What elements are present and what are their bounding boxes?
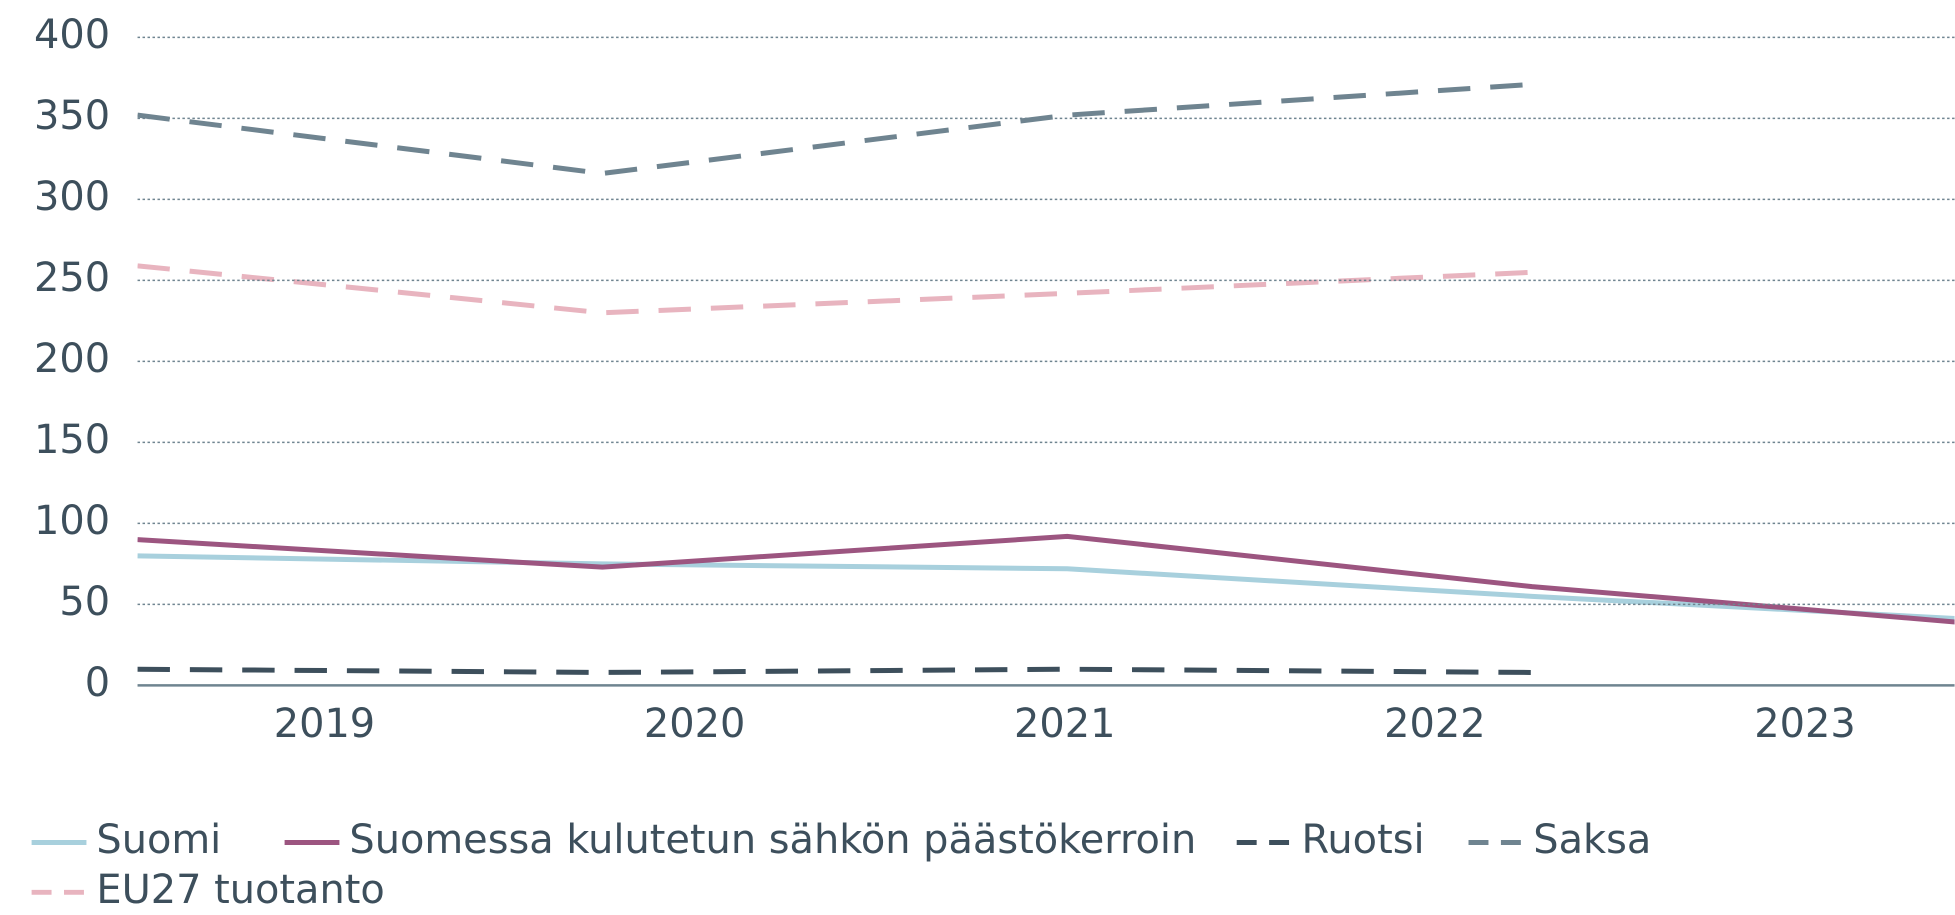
y-tick-label: 350	[34, 93, 110, 139]
x-tick-label: 2020	[644, 701, 745, 747]
y-tick-label: 50	[59, 579, 110, 625]
y-tick-label: 400	[34, 12, 110, 58]
series-line	[137, 666, 1533, 675]
y-tick-label: 150	[34, 417, 110, 463]
y-tick-label: 0	[85, 660, 110, 706]
legend-label: EU27 tuotanto	[96, 867, 384, 911]
series-line	[137, 263, 1533, 316]
series-line	[137, 81, 1533, 176]
y-tick-label: 300	[34, 174, 110, 220]
y-tick-label: 100	[34, 498, 110, 544]
x-tick-label: 2019	[274, 701, 375, 747]
legend-label: Suomessa kulutetun sähkön päästökerroin	[349, 817, 1196, 863]
legend-label: Ruotsi	[1302, 817, 1425, 863]
x-tick-label: 2021	[1014, 701, 1115, 747]
legend-label: Suomi	[96, 817, 221, 863]
x-tick-label: 2023	[1754, 701, 1855, 747]
series-line	[137, 553, 1955, 621]
x-tick-label: 2022	[1384, 701, 1485, 747]
series-line	[137, 533, 1955, 625]
legend-label: Saksa	[1533, 817, 1651, 863]
y-tick-label: 250	[34, 255, 110, 301]
y-tick-label: 200	[34, 336, 110, 382]
plot-area	[137, 81, 1955, 675]
